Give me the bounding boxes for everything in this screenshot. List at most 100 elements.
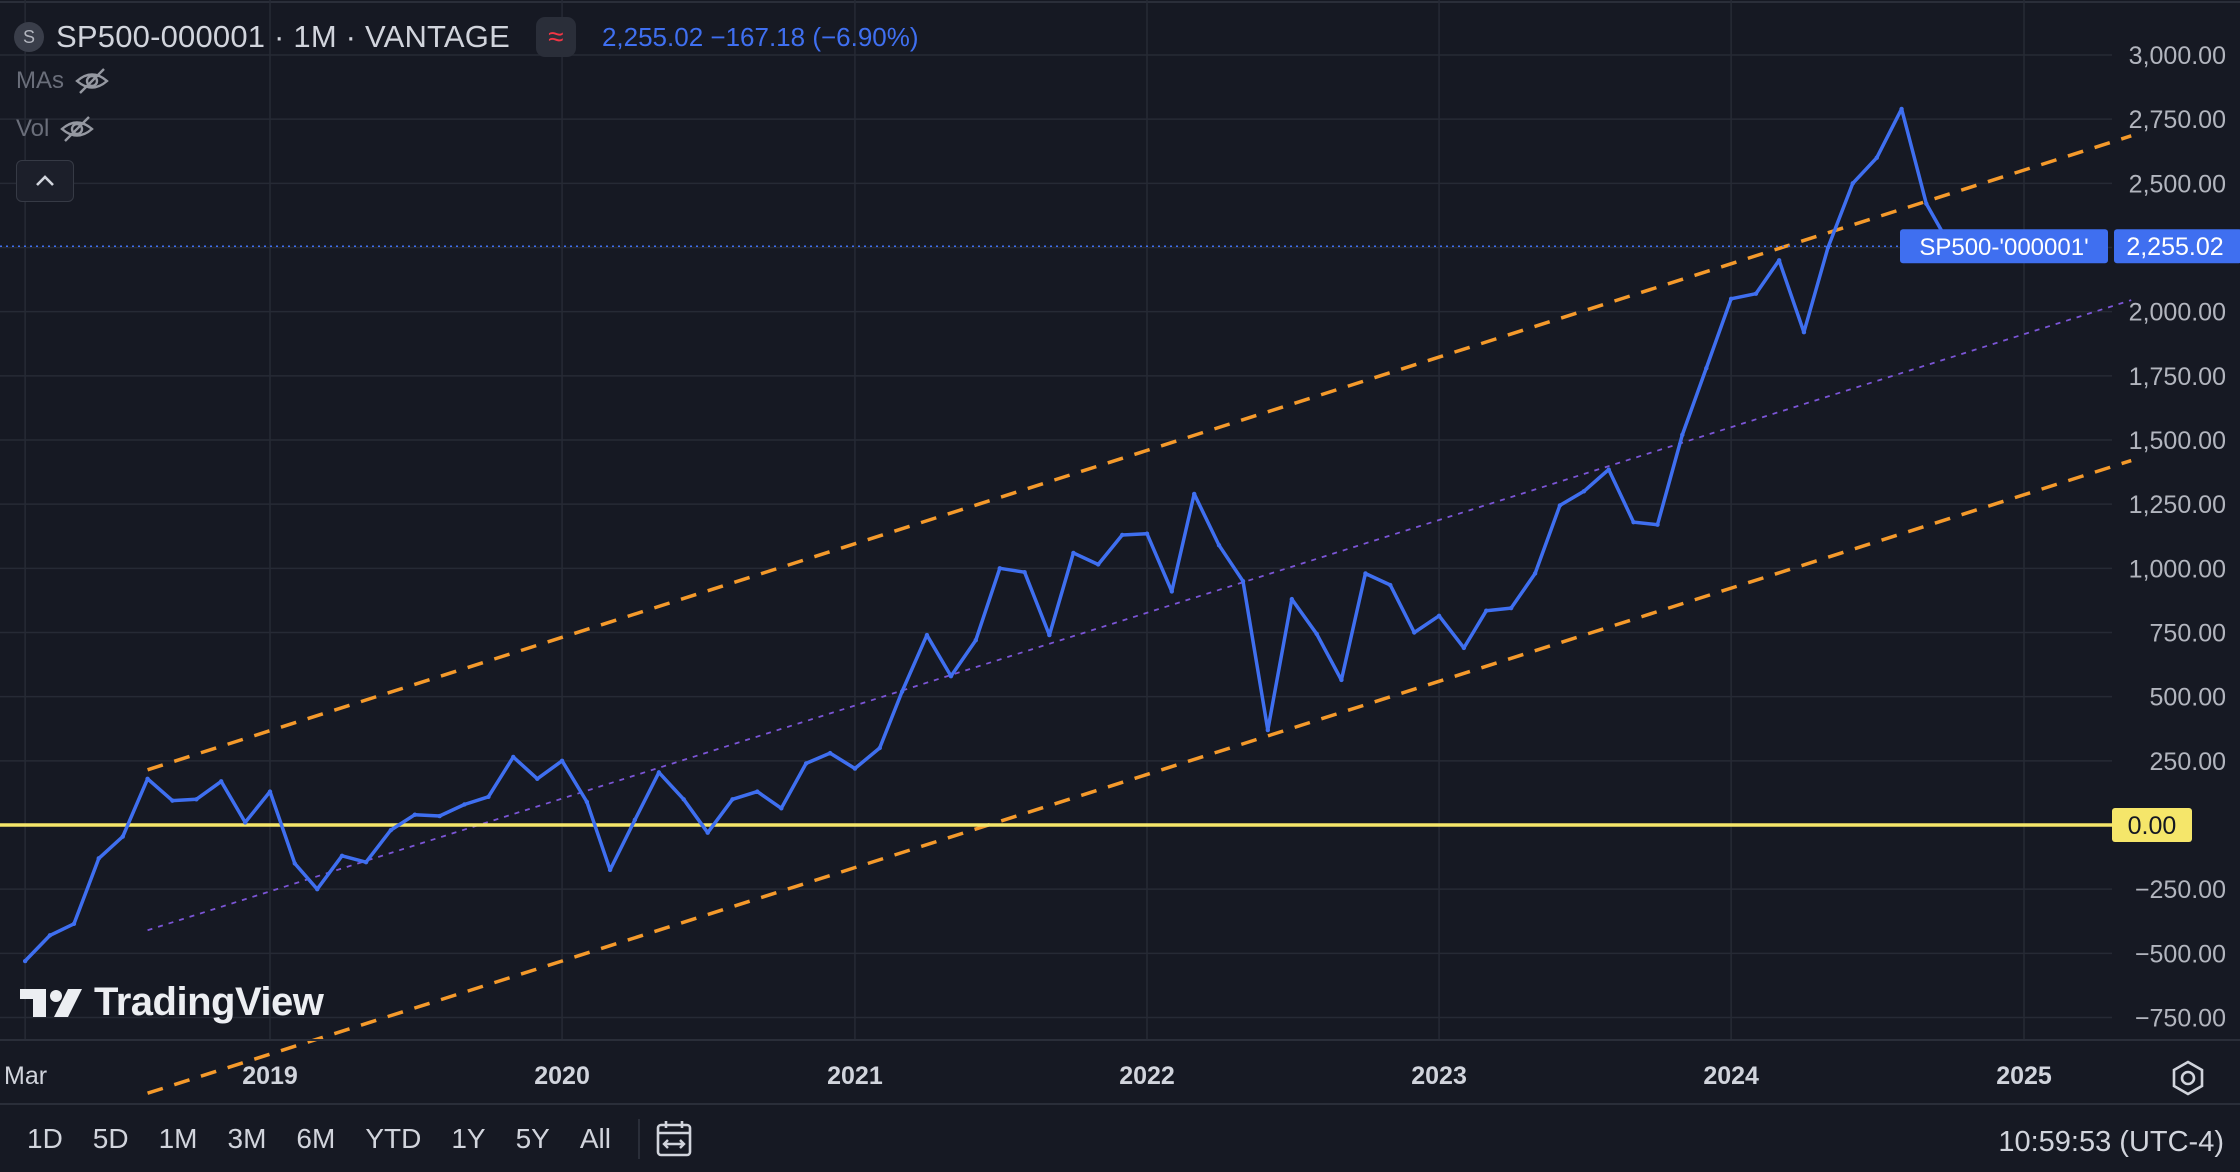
wave-icon[interactable]: ≈ [535,17,576,57]
legend-vol-label: Vol [16,115,50,142]
channel-middle-line [147,299,2132,932]
price-point [437,813,442,819]
x-tick-label: 2025 [1996,1062,2052,1090]
channel-upper-line [147,134,2132,772]
price-point [1850,181,1855,186]
price-point [681,797,686,802]
eye-off-icon[interactable] [59,114,95,144]
price-point [1655,522,1660,527]
x-tick-label: 2023 [1411,1062,1467,1090]
price-point [1436,613,1442,619]
price-point [1022,569,1027,575]
price-point [363,860,369,865]
price-point [292,861,298,866]
price-point [1071,550,1076,556]
y-tick-label: 250.00 [2150,748,2226,776]
calendar-range-icon[interactable] [654,1118,698,1160]
legend-mas[interactable]: MAs [16,66,110,96]
price-point [877,745,882,751]
price-point [1047,632,1052,638]
price-point [584,799,590,805]
logo-text: TradingView [94,980,324,1024]
last-price-badge [2114,229,2240,264]
legend-collapse-button[interactable] [16,160,74,202]
channel-lower-line [147,458,2132,1095]
price-point [1753,291,1759,296]
y-tick-label: 3,000.00 [2129,42,2226,70]
series-name-label: SP500-'000001' [1919,234,2088,261]
regression-channel [147,134,2132,1095]
x-tick-label: 2024 [1703,1062,1759,1090]
range-1d-button[interactable]: 1D [27,1122,63,1154]
legend-mas-label: MAs [16,67,64,94]
price-point [1461,645,1467,651]
y-tick-label: 1,000.00 [2129,555,2226,583]
timezone-clock[interactable]: 10:59:53 (UTC-4) [1998,1126,2224,1158]
price-point [559,758,565,764]
tradingview-logo[interactable]: TradingView [20,980,324,1025]
price-point [632,817,638,823]
price-point [924,632,930,638]
price-point [1704,365,1709,371]
price-point [1119,532,1125,538]
symbol-logo[interactable]: S [14,22,44,52]
y-tick-label: 1,500.00 [2129,427,2226,455]
price-point [1728,296,1734,302]
price-point [412,812,418,817]
range-all-button[interactable]: All [579,1122,611,1154]
price-point [1412,630,1417,635]
price-point [1314,631,1319,636]
price-point [339,853,345,858]
range-ytd-button[interactable]: YTD [365,1122,422,1154]
eye-off-icon[interactable] [74,66,110,96]
price-point [96,856,101,861]
price-point [267,789,273,794]
range-3m-button[interactable]: 3M [227,1122,267,1154]
price-point [388,827,394,833]
price-point [1192,491,1197,497]
price-point [656,770,662,775]
price-series [22,106,1953,964]
price-point [730,797,735,802]
price-point [1899,106,1904,112]
x-tick-label: 2022 [1119,1062,1175,1090]
y-tick-label: 2,500.00 [2129,170,2226,198]
chart-grid [0,0,2240,1040]
last-price-line: SP500-'000001' 2,255.02 [0,229,2240,264]
y-tick-label: 750.00 [2150,620,2226,648]
price-point [194,797,199,802]
y-tick-label: 2,000.00 [2129,299,2226,327]
range-6m-button[interactable]: 6M [296,1122,336,1154]
zero-line-badge [2112,808,2192,842]
range-5d-button[interactable]: 5D [92,1122,129,1154]
price-point [973,638,978,643]
legend-vol[interactable]: Vol [16,114,95,144]
price-chart[interactable]: 0.00 SP500-'000001' 2,255.02 −750.00 −500.… [0,0,2240,1103]
range-5y-button[interactable]: 5Y [515,1122,550,1154]
price-point [22,958,28,964]
gear-icon[interactable] [2168,1058,2208,1098]
price-point [1363,571,1368,576]
price-point [1631,519,1636,525]
price-point [218,779,224,784]
price-point [170,798,175,803]
toolbar-divider [637,1118,640,1159]
range-1y-button[interactable]: 1Y [451,1122,486,1154]
price-point [1801,330,1807,335]
price-point [535,776,540,781]
y-tick-label: −500.00 [2135,940,2226,968]
chart-title[interactable]: SP500-000001 · 1M · VANTAGE [56,19,510,54]
last-price-label: 2,255.02 [2126,233,2223,261]
price-point [1581,489,1587,494]
price-point [1508,605,1514,611]
price-point [705,830,710,835]
price-point [47,933,53,938]
price-point [511,754,516,760]
price-point [71,921,77,927]
y-tick-label: 2,750.00 [2129,106,2226,134]
range-1m-button[interactable]: 1M [158,1122,198,1154]
y-tick-label: 1,250.00 [2129,491,2226,519]
price-point [145,776,150,781]
price-point [1874,155,1879,160]
price-point [779,806,784,811]
